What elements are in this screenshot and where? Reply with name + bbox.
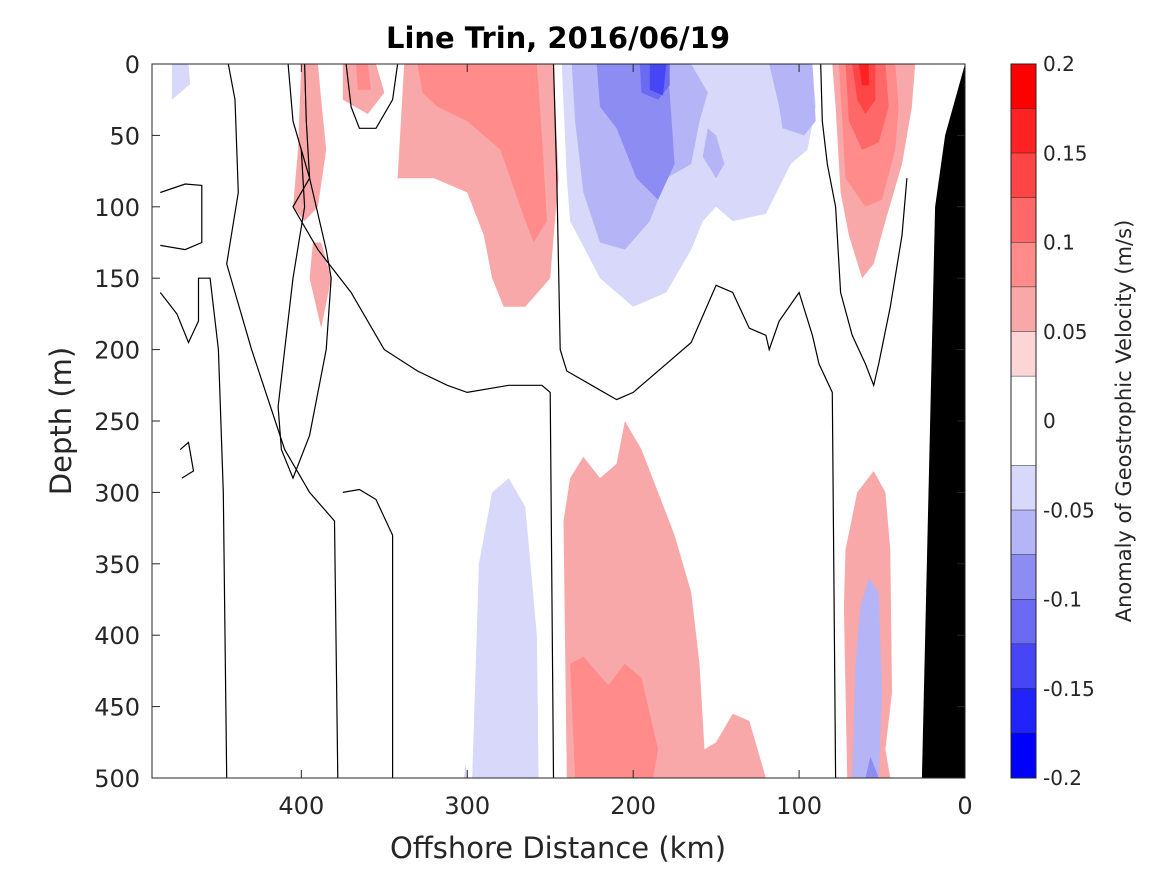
- contour-fill-region: [852, 64, 876, 114]
- contour-fill-region: [171, 64, 191, 100]
- plot-area: [151, 63, 966, 779]
- y-tick-label: 200: [94, 337, 140, 365]
- colorbar-swatch: [1011, 510, 1036, 555]
- colorbar-tick-label: 0.1: [1043, 231, 1075, 255]
- colorbar-tick-label: 0: [1043, 409, 1056, 433]
- colorbar-label: Anomaly of Geostrophic Velocity (m/s): [1112, 220, 1136, 623]
- chart-title: Line Trin, 2016/06/19: [386, 21, 730, 55]
- contour-fill-region: [865, 756, 879, 778]
- colorbar-tick-label: 0.15: [1043, 141, 1088, 165]
- colorbar-swatch: [1011, 733, 1036, 778]
- y-tick-label: 350: [94, 551, 140, 579]
- contour-fill-region: [649, 64, 667, 96]
- y-tick-label: 0: [125, 51, 140, 79]
- colorbar-swatch: [1011, 465, 1036, 511]
- x-tick-label: 100: [776, 792, 822, 820]
- y-tick-label: 250: [94, 408, 140, 436]
- colorbar-tick-label: -0.15: [1043, 677, 1095, 701]
- x-tick-label: 0: [957, 792, 972, 820]
- contour-fill-region: [293, 64, 327, 222]
- x-axis-label: Offshore Distance (km): [390, 831, 726, 865]
- zero-contour-line: [342, 488, 394, 778]
- contour-fill-region: [417, 64, 547, 243]
- colorbar-frame: [1010, 63, 1037, 779]
- contour-fill-region: [769, 64, 816, 136]
- zero-contour-line: [179, 441, 195, 479]
- contour-fill-region: [852, 578, 882, 778]
- colorbar-swatch: [1011, 153, 1036, 198]
- colorbar-swatch: [1011, 599, 1036, 645]
- colorbar-tick-label: -0.1: [1043, 588, 1082, 612]
- zero-contour-line: [820, 64, 908, 388]
- colorbar-tick-label: -0.05: [1043, 498, 1095, 522]
- colorbar-swatch: [1011, 554, 1036, 600]
- y-tick-label: 450: [94, 694, 140, 722]
- zero-contour-line: [160, 183, 203, 251]
- y-tick-label: 500: [94, 765, 140, 793]
- zero-contour-line: [345, 64, 399, 129]
- y-axis-label: Depth (m): [44, 347, 78, 495]
- zero-contour-line: [226, 64, 339, 778]
- contour-fill-region: [858, 64, 869, 86]
- x-tick-label: 400: [278, 792, 324, 820]
- contour-fill-region: [309, 242, 332, 329]
- x-axis: 400 300 200 100 0: [278, 64, 973, 820]
- contour-fill-region: [463, 763, 468, 778]
- y-tick-label: 300: [94, 479, 140, 507]
- contour-fill-region: [472, 478, 539, 778]
- zero-contour-line: [552, 64, 837, 778]
- colorbar-swatch: [1011, 197, 1036, 243]
- colorbar-swatch: [1011, 688, 1036, 734]
- colorbar: 0.2 0.15 0.1 0.05 0 -0.05 -0.1 -0.15 -0.2: [1010, 52, 1095, 790]
- bottom-topography: [921, 64, 965, 778]
- colorbar-swatch: [1011, 331, 1036, 377]
- y-tick-label: 100: [94, 194, 140, 222]
- plot-background: [152, 64, 965, 778]
- contour-fill-region: [356, 64, 371, 90]
- y-tick-label: 50: [109, 122, 140, 150]
- zero-contour-line: [277, 64, 332, 480]
- colorbar-swatch: [1011, 242, 1036, 288]
- colorbar-tick-label: 0.05: [1043, 320, 1088, 344]
- colorbar-swatch: [1011, 644, 1036, 689]
- y-tick-label: 150: [94, 265, 140, 293]
- colorbar-swatch: [1011, 287, 1036, 332]
- contour-fill-region: [702, 128, 725, 179]
- zero-contour-line: [287, 64, 555, 778]
- y-axis: 0 50 100 150 200 250 300 350 400 450 500: [94, 51, 965, 793]
- y-tick-label: 400: [94, 622, 140, 650]
- colorbar-tick-label: -0.2: [1043, 766, 1082, 790]
- colorbar-swatch: [1011, 376, 1036, 466]
- zero-contour-line: [159, 277, 228, 778]
- x-tick-label: 300: [444, 792, 490, 820]
- x-tick-label: 200: [610, 792, 656, 820]
- colorbar-tick-label: 0.2: [1043, 52, 1075, 76]
- contour-fill-region: [570, 656, 659, 778]
- colorbar-swatch: [1011, 64, 1036, 109]
- colorbar-swatch: [1011, 108, 1036, 154]
